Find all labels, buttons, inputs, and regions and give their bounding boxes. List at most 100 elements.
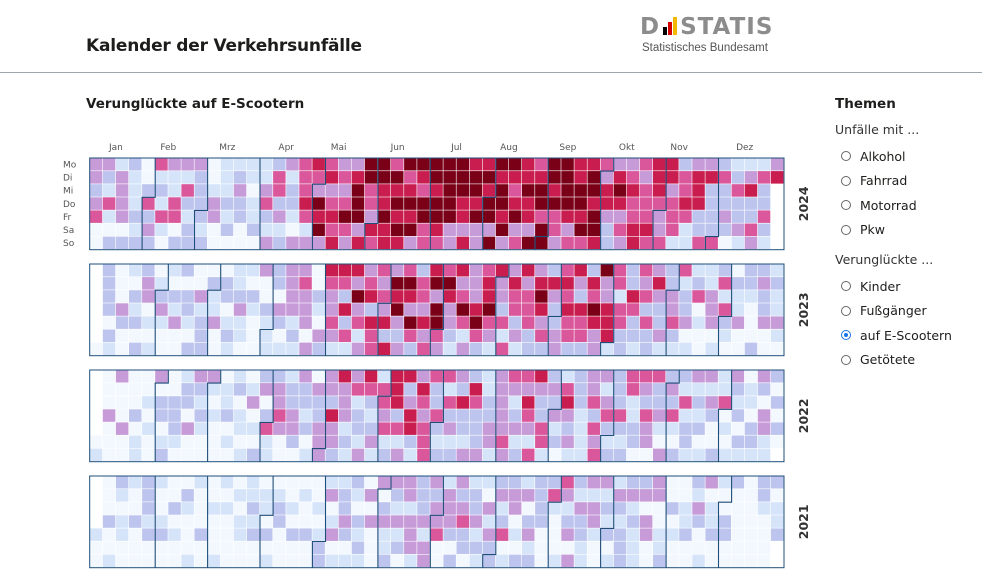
day-cell[interactable]	[273, 383, 286, 396]
day-cell[interactable]	[600, 316, 614, 329]
day-cell[interactable]	[443, 210, 456, 223]
day-cell[interactable]	[417, 210, 430, 223]
day-cell[interactable]	[757, 554, 771, 568]
day-cell[interactable]	[115, 303, 129, 316]
day-cell[interactable]	[142, 158, 155, 171]
day-cell[interactable]	[744, 515, 758, 528]
day-cell[interactable]	[325, 210, 339, 223]
day-cell[interactable]	[574, 290, 587, 303]
day-cell[interactable]	[142, 184, 155, 197]
day-cell[interactable]	[168, 476, 181, 489]
day-cell[interactable]	[404, 290, 417, 303]
day-cell[interactable]	[639, 383, 653, 396]
day-cell[interactable]	[260, 223, 273, 237]
day-cell[interactable]	[522, 342, 535, 356]
day-cell[interactable]	[639, 236, 653, 250]
day-cell[interactable]	[705, 554, 718, 568]
day-cell[interactable]	[194, 502, 208, 515]
day-cell[interactable]	[653, 210, 666, 223]
day-cell[interactable]	[155, 370, 168, 383]
day-cell[interactable]	[456, 184, 470, 197]
day-cell[interactable]	[312, 184, 325, 197]
day-cell[interactable]	[574, 277, 587, 290]
day-cell[interactable]	[561, 197, 574, 210]
day-cell[interactable]	[207, 554, 221, 568]
day-cell[interactable]	[548, 158, 561, 171]
day-cell[interactable]	[207, 264, 221, 277]
day-cell[interactable]	[351, 171, 365, 184]
day-cell[interactable]	[666, 329, 679, 343]
day-cell[interactable]	[286, 370, 299, 383]
day-cell[interactable]	[273, 370, 286, 383]
day-cell[interactable]	[626, 435, 640, 449]
day-cell[interactable]	[587, 396, 601, 409]
day-cell[interactable]	[731, 342, 745, 356]
day-cell[interactable]	[561, 476, 574, 489]
day-cell[interactable]	[377, 528, 391, 541]
day-cell[interactable]	[587, 476, 601, 489]
day-cell[interactable]	[299, 370, 312, 383]
day-cell[interactable]	[181, 435, 194, 449]
day-cell[interactable]	[391, 197, 404, 210]
day-cell[interactable]	[89, 236, 103, 250]
day-cell[interactable]	[102, 290, 116, 303]
day-cell[interactable]	[286, 502, 299, 515]
day-cell[interactable]	[129, 236, 142, 250]
day-cell[interactable]	[89, 541, 103, 555]
day-cell[interactable]	[482, 184, 496, 197]
day-cell[interactable]	[233, 435, 247, 449]
day-cell[interactable]	[338, 290, 352, 303]
day-cell[interactable]	[456, 528, 470, 541]
day-cell[interactable]	[168, 158, 181, 171]
day-cell[interactable]	[482, 435, 496, 449]
day-cell[interactable]	[417, 158, 430, 171]
day-cell[interactable]	[718, 264, 732, 277]
day-cell[interactable]	[495, 448, 509, 462]
day-cell[interactable]	[260, 316, 273, 329]
day-cell[interactable]	[495, 210, 509, 223]
day-cell[interactable]	[469, 264, 483, 277]
day-cell[interactable]	[391, 435, 404, 449]
day-cell[interactable]	[286, 236, 299, 250]
day-cell[interactable]	[246, 515, 260, 528]
day-cell[interactable]	[377, 303, 391, 316]
day-cell[interactable]	[220, 223, 234, 237]
day-cell[interactable]	[417, 171, 430, 184]
day-cell[interactable]	[548, 277, 561, 290]
day-cell[interactable]	[155, 329, 168, 343]
day-cell[interactable]	[273, 502, 286, 515]
day-cell[interactable]	[600, 236, 614, 250]
day-cell[interactable]	[718, 515, 732, 528]
day-cell[interactable]	[377, 489, 391, 502]
day-cell[interactable]	[718, 342, 732, 356]
day-cell[interactable]	[469, 290, 483, 303]
day-cell[interactable]	[535, 541, 548, 555]
day-cell[interactable]	[522, 316, 535, 329]
day-cell[interactable]	[273, 476, 286, 489]
day-cell[interactable]	[666, 303, 679, 316]
day-cell[interactable]	[705, 197, 718, 210]
day-cell[interactable]	[312, 303, 325, 316]
option-pkw[interactable]: Pkw	[835, 218, 975, 243]
day-cell[interactable]	[181, 197, 194, 210]
day-cell[interactable]	[102, 383, 116, 396]
day-cell[interactable]	[613, 476, 627, 489]
day-cell[interactable]	[548, 502, 561, 515]
day-cell[interactable]	[653, 448, 666, 462]
day-cell[interactable]	[207, 489, 221, 502]
day-cell[interactable]	[325, 435, 339, 449]
day-cell[interactable]	[115, 210, 129, 223]
day-cell[interactable]	[600, 264, 614, 277]
day-cell[interactable]	[299, 541, 312, 555]
day-cell[interactable]	[679, 383, 692, 396]
day-cell[interactable]	[482, 158, 496, 171]
day-cell[interactable]	[757, 184, 771, 197]
day-cell[interactable]	[744, 210, 758, 223]
day-cell[interactable]	[286, 303, 299, 316]
day-cell[interactable]	[692, 290, 705, 303]
day-cell[interactable]	[404, 435, 417, 449]
day-cell[interactable]	[273, 277, 286, 290]
day-cell[interactable]	[495, 223, 509, 237]
day-cell[interactable]	[482, 554, 496, 568]
day-cell[interactable]	[718, 197, 732, 210]
